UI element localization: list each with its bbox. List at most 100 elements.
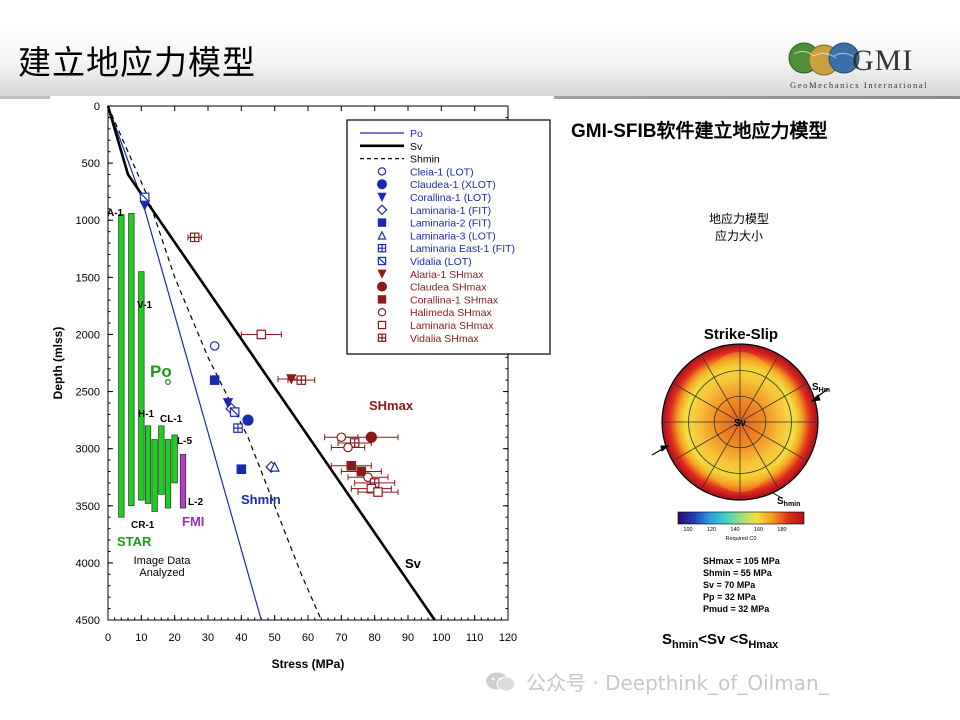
stereonet-center-label: Sv	[734, 418, 747, 429]
y-axis-label: Depth (mlss)	[51, 327, 65, 400]
legend-symbol	[377, 333, 387, 342]
data-point	[229, 407, 240, 417]
legend-symbol	[377, 256, 387, 266]
legend-label: Halimeda SHmax	[410, 307, 492, 319]
image-data-bar	[164, 439, 172, 509]
image-data-bar	[151, 439, 158, 512]
symbol-shape	[209, 375, 220, 385]
data-point	[242, 414, 254, 426]
data-point	[296, 375, 307, 385]
symbol-shape	[242, 414, 254, 426]
bar-label: H-1	[138, 409, 155, 420]
symbol-shape	[222, 398, 234, 409]
bar-label: L-5	[177, 436, 192, 447]
right-title: GMI-SFIB软件建立地应力模型	[571, 121, 828, 142]
colorbar	[677, 511, 805, 525]
y-tick-label: 4500	[76, 615, 100, 627]
x-tick-label: 80	[369, 632, 381, 644]
legend-label: Alaria-1 SHmax	[410, 269, 484, 281]
shmax-sub: Hmax	[819, 387, 830, 394]
stereonet-title: Strike-Slip	[704, 326, 778, 343]
image-data-bar	[179, 454, 187, 509]
symbol-shape	[377, 281, 388, 292]
legend-symbol	[376, 204, 388, 216]
param-shmax: SHmax = 105 MPa	[703, 556, 780, 566]
annotation-po: Po	[150, 362, 172, 381]
data-point	[209, 341, 220, 351]
symbol-cross	[233, 423, 243, 433]
legend-label: Vidalia (LOT)	[410, 256, 472, 268]
legend-label: Laminaria SHmax	[410, 320, 494, 332]
colorbar-label: Required C0	[726, 536, 757, 542]
right-note-line-1: 地应力模型	[708, 212, 769, 226]
image-data-bar	[118, 214, 125, 518]
legend-symbol	[377, 192, 387, 202]
stress-depth-chart: 0 10 20 30 40 50 60 70 80 90 100 110 120 0 500 1000 1500…	[50, 96, 554, 680]
y-tick-label: 0	[94, 101, 100, 113]
data-point	[286, 374, 297, 385]
legend-label: Claudea-1 (XLOT)	[410, 179, 496, 191]
legend-label: Vidalia SHmax	[410, 333, 479, 345]
data-point	[236, 464, 247, 475]
y-tick-label: 500	[82, 158, 100, 170]
y-tick-label: 3500	[76, 501, 100, 513]
symbol-cross	[350, 438, 359, 448]
x-tick-label: 20	[169, 632, 181, 644]
bar-label: V-1	[137, 300, 152, 311]
relation-s: S	[662, 631, 673, 648]
x-tick-label: 100	[432, 632, 450, 644]
symbol-shape	[256, 329, 267, 340]
symbol-shape	[377, 307, 387, 317]
x-tick-label: 70	[335, 632, 347, 644]
legend-symbol	[377, 218, 387, 227]
symbol-shape	[356, 466, 367, 477]
param-pmud: Pmud = 32 MPa	[703, 604, 770, 614]
data-point	[209, 375, 220, 385]
data-point	[139, 200, 150, 211]
stress-parameters: SHmax = 105 MPa Shmin = 55 MPa Sv = 70 M…	[703, 555, 780, 615]
slide-title: 建立地应力模型	[18, 43, 256, 82]
image-data-bar	[158, 425, 165, 495]
symbol-cross	[378, 244, 386, 252]
annotation-analyzed: Analyzed	[139, 567, 184, 579]
data-point	[139, 192, 150, 203]
watermark: 公众号 · Deepthink_of_Oilman_	[484, 667, 829, 696]
symbol-slash	[377, 256, 387, 266]
symbol-shape	[377, 192, 387, 202]
y-tick-label: 4000	[76, 558, 100, 570]
x-tick-label: 0	[105, 632, 111, 644]
gmi-logo	[788, 42, 860, 76]
legend-label: Cleia-1 (LOT)	[410, 166, 474, 178]
relation-hmin: hmin	[672, 639, 699, 651]
logo-globe-3	[828, 42, 860, 74]
symbol-shape	[377, 218, 387, 227]
x-tick-label: 40	[235, 632, 247, 644]
legend-label: Corallina-1 (LOT)	[410, 192, 491, 204]
symbol-slash	[140, 192, 150, 203]
series-line-shmin	[107, 105, 322, 621]
symbol-shape	[209, 341, 220, 351]
annotation-image-data: Image Data	[134, 555, 192, 567]
y-tick-label: 1000	[76, 215, 100, 227]
wechat-icon	[486, 672, 516, 691]
symbol-shape	[377, 295, 387, 304]
image-data-bar	[128, 213, 135, 507]
x-tick-label: 50	[269, 632, 281, 644]
y-tick-label: 2500	[76, 387, 100, 399]
symbol-shape	[346, 461, 357, 471]
stress-relation: Shmin<Sv <SHmax	[662, 631, 778, 651]
bar-label: CR-1	[131, 520, 155, 531]
symbol-shape	[377, 179, 388, 190]
data-point	[269, 461, 280, 472]
symbol-shape	[269, 461, 280, 472]
param-sv: Sv = 70 MPa	[703, 580, 756, 590]
right-note-line-2: 应力大小	[714, 229, 763, 243]
symbol-shape	[286, 374, 297, 385]
legend-symbol	[377, 244, 387, 253]
symbol-shape	[377, 230, 387, 240]
x-tick-label: 110	[466, 632, 484, 644]
right-note: 地应力模型 应力大小	[694, 211, 784, 245]
data-point	[356, 466, 367, 477]
legend-label: Corallina-1 SHmax	[410, 294, 499, 306]
annotation-shmin: Shmin	[241, 492, 281, 507]
